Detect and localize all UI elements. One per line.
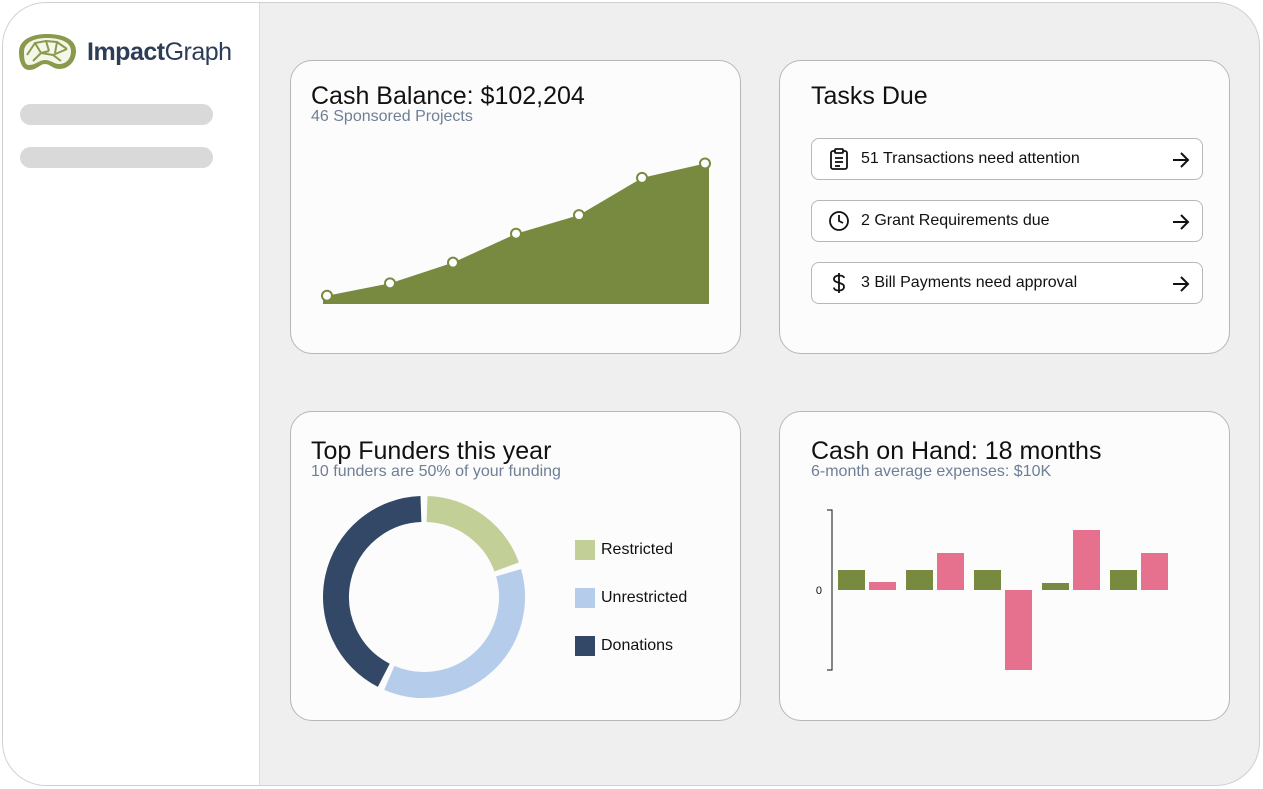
logo[interactable]: ImpactGraph: [15, 31, 232, 73]
arrow-right-icon[interactable]: [1170, 149, 1192, 171]
sidebar-item-placeholder[interactable]: [20, 104, 213, 125]
task-bill-payments[interactable]: 3 Bill Payments need approval: [811, 262, 1203, 304]
task-grant-requirements[interactable]: 2 Grant Requirements due: [811, 200, 1203, 242]
top-funders-donut-chart: [323, 496, 525, 698]
task-label: 3 Bill Payments need approval: [861, 274, 1078, 291]
donut-slice-restricted: [426, 496, 519, 572]
clock-icon: [828, 210, 850, 232]
donut-slice-unrestricted: [384, 569, 525, 698]
legend-label: Restricted: [601, 541, 674, 558]
sidebar: ImpactGraph: [3, 3, 260, 785]
legend-label: Unrestricted: [601, 589, 688, 606]
task-transactions[interactable]: 51 Transactions need attention: [811, 138, 1203, 180]
top-funders-card: Top Funders this year 10 funders are 50%…: [290, 411, 741, 721]
card-title: Top Funders this year: [311, 437, 552, 465]
task-label: 2 Grant Requirements due: [861, 212, 1050, 229]
legend-swatch: [575, 588, 595, 608]
card-subtitle: 6-month average expenses: $10K: [811, 463, 1052, 480]
arrow-right-icon[interactable]: [1170, 211, 1192, 233]
bar: [838, 570, 865, 590]
data-point: [636, 171, 648, 184]
dollar-icon: [828, 272, 850, 294]
legend-swatch: [575, 540, 595, 560]
brand-name: ImpactGraph: [87, 37, 232, 66]
card-title: Cash on Hand: 18 months: [811, 437, 1102, 465]
bar: [974, 570, 1001, 590]
task-label: 51 Transactions need attention: [861, 150, 1080, 167]
sidebar-item-placeholder[interactable]: [20, 147, 213, 168]
y-axis: [827, 509, 833, 671]
legend-item-restricted: Restricted: [575, 540, 673, 560]
y-tick-label: 0: [816, 585, 822, 597]
bar: [1005, 590, 1032, 670]
bar: [906, 570, 933, 590]
card-subtitle: 10 funders are 50% of your funding: [311, 463, 561, 480]
bar: [1110, 570, 1137, 590]
card-title: Tasks Due: [811, 82, 928, 110]
bar: [1042, 583, 1069, 590]
bar: [1141, 553, 1168, 590]
data-point: [573, 209, 585, 222]
legend-swatch: [575, 636, 595, 656]
cash-balance-chart: [321, 157, 711, 304]
legend-item-donations: Donations: [575, 636, 673, 656]
arrow-right-icon[interactable]: [1170, 273, 1192, 295]
donut-slice-donations: [323, 496, 422, 687]
clipboard-icon: [828, 148, 850, 170]
data-point: [447, 256, 459, 269]
bar: [869, 582, 896, 590]
data-point: [321, 289, 333, 302]
card-subtitle: 46 Sponsored Projects: [311, 108, 473, 125]
data-point: [384, 277, 396, 290]
cash-on-hand-bar-chart: 0: [816, 509, 1168, 671]
bar: [1073, 530, 1100, 590]
cash-on-hand-card: Cash on Hand: 18 months 6-month average …: [779, 411, 1230, 721]
bar: [937, 553, 964, 590]
cash-balance-card: Cash Balance: $102,204 46 Sponsored Proj…: [290, 60, 741, 354]
legend-label: Donations: [601, 637, 674, 654]
data-point: [510, 227, 522, 240]
tasks-due-card: Tasks Due 51 Transactions need attention…: [779, 60, 1230, 354]
data-point: [699, 157, 711, 170]
card-title: Cash Balance: $102,204: [311, 82, 585, 110]
legend-item-unrestricted: Unrestricted: [575, 588, 687, 608]
logo-mark-icon: [19, 34, 76, 70]
